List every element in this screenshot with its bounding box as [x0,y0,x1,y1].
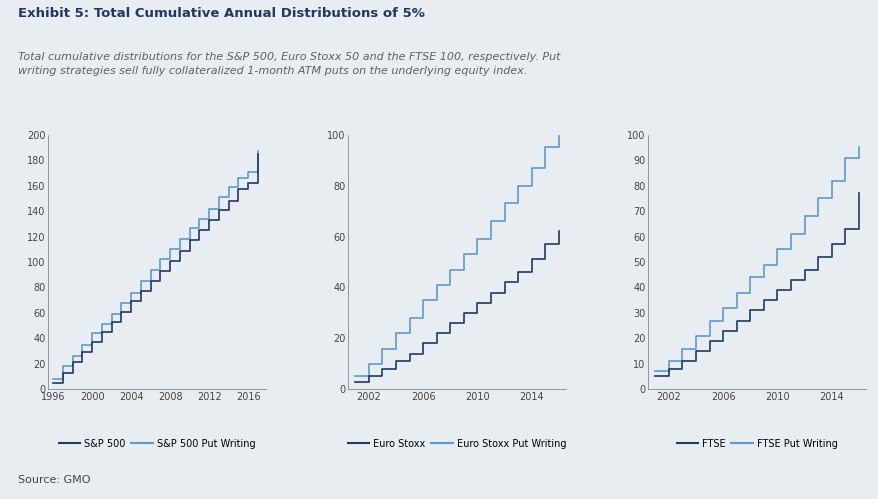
Legend: FTSE, FTSE Put Writing: FTSE, FTSE Put Writing [672,435,840,453]
Text: Source: GMO: Source: GMO [18,475,90,485]
Legend: S&P 500, S&P 500 Put Writing: S&P 500, S&P 500 Put Writing [55,435,259,453]
Text: Total cumulative distributions for the S&P 500, Euro Stoxx 50 and the FTSE 100, : Total cumulative distributions for the S… [18,52,559,75]
Legend: Euro Stoxx, Euro Stoxx Put Writing: Euro Stoxx, Euro Stoxx Put Writing [343,435,570,453]
Text: Exhibit 5: Total Cumulative Annual Distributions of 5%: Exhibit 5: Total Cumulative Annual Distr… [18,7,424,20]
